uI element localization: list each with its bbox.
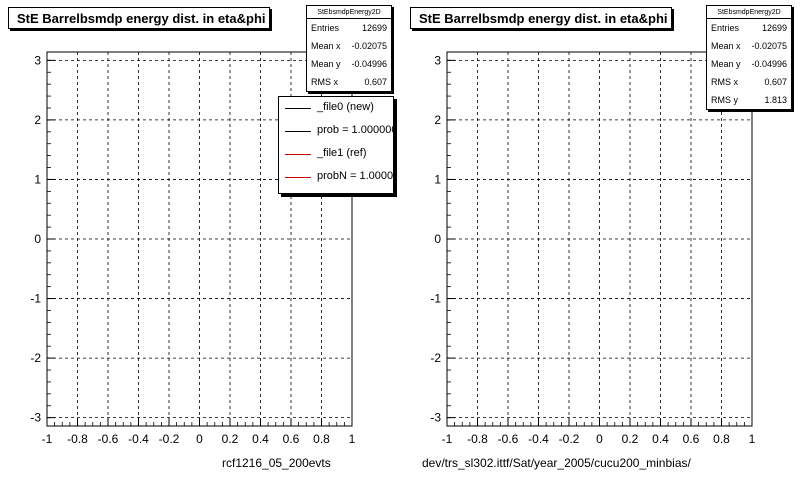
legend-box: _file0 (new) prob = 1.000000 _file1 (ref… xyxy=(278,96,394,194)
y-tick-label: -3 xyxy=(430,411,441,425)
x-tick-label: 0.8 xyxy=(713,432,730,446)
x-tick-label: -1 xyxy=(42,432,53,446)
y-tick-label: 3 xyxy=(434,53,441,67)
left-stats-box: StEbsmdpEnergy2D Entries 12699 Mean x -0.0… xyxy=(306,5,392,92)
x-tick-label: 0.2 xyxy=(622,432,639,446)
legend-line-probN xyxy=(285,177,311,178)
footer-left: rcf1216_05_200evts xyxy=(222,456,331,470)
x-tick-label: -0.4 xyxy=(128,432,149,446)
y-tick-label: 3 xyxy=(34,53,41,67)
y-tick-label: -1 xyxy=(430,292,441,306)
stats-row: Entries 12699 xyxy=(711,23,787,33)
x-tick-label: 0 xyxy=(196,432,203,446)
x-tick-label: -0.6 xyxy=(98,432,119,446)
stats-row: Mean y -0.04996 xyxy=(711,59,787,69)
y-tick-label: 1 xyxy=(34,172,41,186)
right-plot: -1 -0.8 -0.6 -0.4 -0.2 0 0.2 0.4 0.6 0.8 1 -3 -2 -1 0 1… xyxy=(430,51,756,446)
x-tick-label: 1 xyxy=(349,432,356,446)
y-tick-label: 1 xyxy=(434,172,441,186)
x-tick-label: -0.8 xyxy=(467,432,488,446)
stats-row: RMS y 1.813 xyxy=(711,95,787,105)
x-tick-label: -0.2 xyxy=(159,432,180,446)
y-tick-label: 0 xyxy=(434,232,441,246)
x-tick-label: -1 xyxy=(442,432,453,446)
footer-right: dev/trs_sl302.ittf/Sat/year_2005/cucu200… xyxy=(422,456,691,470)
x-tick-label: 1 xyxy=(749,432,756,446)
y-tick-label: -1 xyxy=(30,292,41,306)
y-tick-label: -2 xyxy=(430,351,441,365)
right-stats-box: StEbsmdpEnergy2D Entries 12699 Mean x -0.0… xyxy=(706,5,792,110)
legend-entry: prob = 1.000000 xyxy=(279,120,393,143)
x-tick-label: -0.2 xyxy=(559,432,580,446)
stats-row: Mean x -0.02075 xyxy=(311,41,387,51)
stats-name: StEbsmdpEnergy2D xyxy=(307,6,391,19)
x-tick-label: 0.2 xyxy=(222,432,239,446)
y-tick-label: 0 xyxy=(34,232,41,246)
x-tick-label: 0.4 xyxy=(252,432,269,446)
stats-row: RMS x 0.607 xyxy=(311,77,387,87)
x-tick-label: -0.4 xyxy=(528,432,549,446)
x-tick-label: 0.8 xyxy=(313,432,330,446)
left-plot-title: StE Barrelbsmdp energy dist. in eta&phi xyxy=(8,7,270,29)
legend-line-prob xyxy=(285,131,311,132)
stats-row: RMS x 0.607 xyxy=(711,77,787,87)
stats-row: Mean y -0.04996 xyxy=(311,59,387,69)
x-tick-label: 0.4 xyxy=(652,432,669,446)
legend-entry: _file0 (new) xyxy=(279,97,393,120)
stats-row: Entries 12699 xyxy=(311,23,387,33)
legend-entry: probN = 1.000000 xyxy=(279,166,393,189)
x-tick-label: -0.8 xyxy=(67,432,88,446)
x-tick-label: -0.6 xyxy=(498,432,519,446)
x-tick-label: 0.6 xyxy=(683,432,700,446)
legend-entry: _file1 (ref) xyxy=(279,143,393,166)
y-tick-label: -3 xyxy=(30,411,41,425)
y-tick-label: 2 xyxy=(34,113,41,127)
legend-line-new xyxy=(285,108,311,109)
y-tick-label: -2 xyxy=(30,351,41,365)
x-tick-label: 0 xyxy=(596,432,603,446)
x-tick-label: 0.6 xyxy=(283,432,300,446)
stats-name: StEbsmdpEnergy2D xyxy=(707,6,791,19)
right-plot-title: StE Barrelbsmdp energy dist. in eta&phi xyxy=(410,7,672,29)
stats-row: Mean x -0.02075 xyxy=(711,41,787,51)
right-panel: StE Barrelbsmdp energy dist. in eta&phi … xyxy=(400,0,800,480)
y-tick-label: 2 xyxy=(434,113,441,127)
left-panel: StE Barrelbsmdp energy dist. in eta&phi … xyxy=(8,5,394,470)
left-plot: -1 -0.8 -0.6 -0.4 -0.2 0 0.2 0.4 0.6 0.8 1 -3 -2 -1 0 1… xyxy=(30,51,356,446)
legend-line-ref xyxy=(285,154,311,155)
